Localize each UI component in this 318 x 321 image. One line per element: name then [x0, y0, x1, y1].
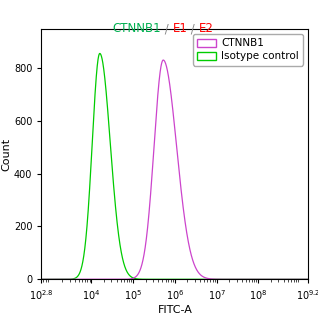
Y-axis label: Count: Count — [1, 137, 11, 171]
Text: CTNNB1: CTNNB1 — [112, 22, 161, 35]
Legend: CTNNB1, Isotype control: CTNNB1, Isotype control — [193, 34, 303, 65]
Text: /: / — [187, 22, 199, 35]
Text: E2: E2 — [199, 22, 214, 35]
Text: E1: E1 — [172, 22, 187, 35]
X-axis label: FITC-A: FITC-A — [157, 305, 192, 315]
Text: /: / — [161, 22, 172, 35]
